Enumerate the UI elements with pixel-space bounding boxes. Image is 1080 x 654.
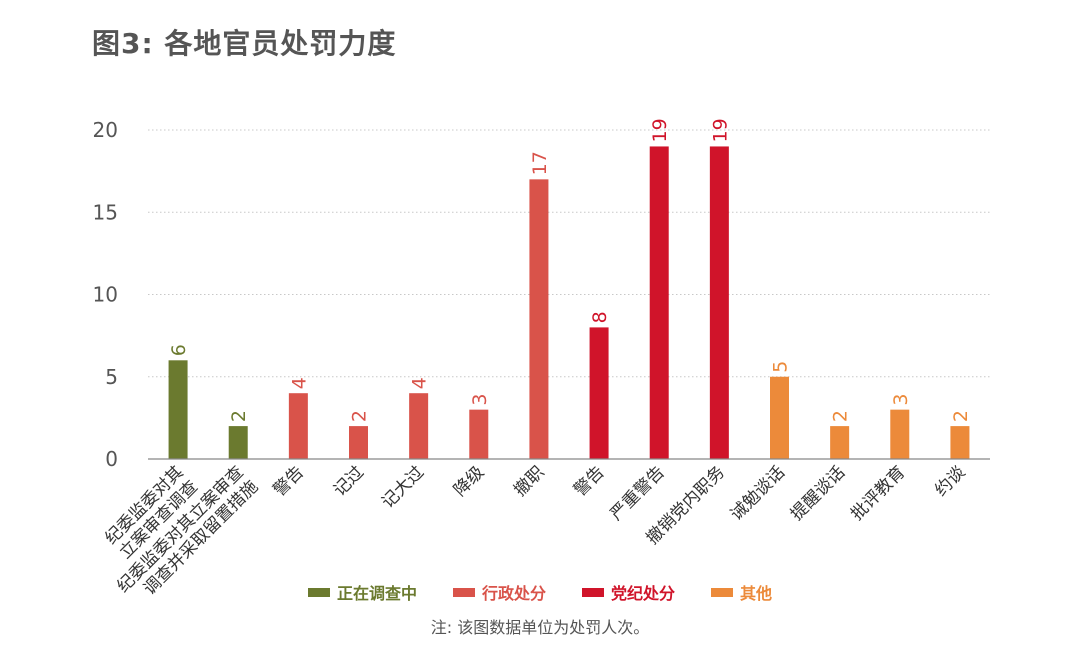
y-tick-label: 20	[93, 118, 118, 142]
legend-swatch	[452, 587, 475, 597]
bar	[228, 426, 248, 459]
bar-value-label: 2	[830, 410, 852, 422]
y-tick-label: 10	[93, 283, 118, 307]
legend-label: 行政处分	[481, 584, 546, 603]
y-tick-label: 15	[93, 200, 118, 224]
bar	[950, 426, 970, 459]
legend-label: 党纪处分	[611, 584, 676, 603]
bar-value-label: 17	[529, 151, 551, 175]
bar	[770, 376, 789, 459]
x-tick-label: 警告	[570, 462, 608, 500]
bar-value-label: 8	[589, 311, 611, 323]
bar	[830, 426, 850, 459]
bar-value-label: 4	[409, 377, 431, 389]
bar-value-label: 3	[890, 394, 912, 406]
y-tick-label: 0	[105, 447, 118, 471]
bar	[349, 426, 368, 459]
legend: 正在调查中 行政处分 党纪处分 其他	[0, 580, 1080, 604]
x-tick-label: 严重警告	[607, 462, 669, 524]
legend-label: 正在调查中	[336, 584, 417, 603]
legend-swatch	[711, 587, 734, 597]
x-tick-label: 记过	[330, 462, 368, 500]
bar-value-label: 5	[770, 361, 792, 373]
bar-value-label: 19	[649, 118, 671, 142]
y-tick-label: 5	[105, 365, 118, 389]
bar	[288, 393, 308, 459]
x-tick-label: 撤职	[510, 462, 548, 500]
chart-title: 图3: 各地官员处罚力度	[92, 27, 397, 60]
bar-value-label: 19	[709, 118, 731, 142]
bar-value-label: 2	[228, 410, 250, 422]
bar	[469, 409, 489, 459]
bar	[709, 146, 729, 459]
x-tick-label: 约谈	[931, 462, 969, 500]
x-tick-label: 记大过	[378, 462, 428, 512]
legend-swatch	[582, 587, 604, 597]
bar	[890, 409, 910, 459]
legend-item: 其他	[711, 580, 772, 604]
x-tick-label: 降级	[450, 462, 488, 500]
bar	[589, 327, 609, 459]
bar	[409, 393, 429, 459]
legend-item: 行政处分	[452, 580, 546, 604]
x-tick-label: 批评教育	[847, 462, 909, 524]
bar	[529, 179, 549, 459]
x-tick-label: 提醒谈话	[787, 462, 849, 524]
legend-item: 正在调查中	[307, 580, 417, 604]
legend-label: 其他	[740, 584, 773, 603]
x-tick-label: 诫勉谈话	[727, 462, 789, 524]
bar-value-label: 4	[288, 377, 310, 389]
legend-item: 党纪处分	[582, 580, 675, 604]
chart-note: 注: 该图数据单位为处罚人次。	[430, 618, 650, 637]
bar-value-label: 2	[349, 410, 371, 422]
x-tick-label: 警告	[270, 462, 308, 500]
bar	[649, 146, 669, 459]
bar-value-label: 3	[469, 394, 491, 406]
bar-value-label: 2	[950, 410, 972, 422]
bar	[168, 360, 188, 459]
legend-swatch	[307, 587, 330, 597]
bar-value-label: 6	[168, 344, 190, 356]
